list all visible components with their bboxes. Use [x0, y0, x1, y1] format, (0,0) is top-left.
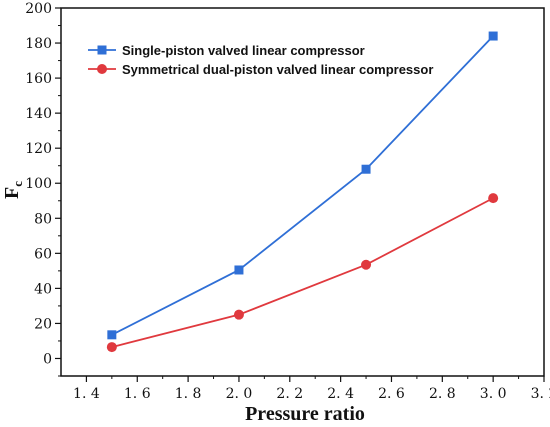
series-line	[111, 197, 494, 348]
data-point	[106, 342, 117, 353]
y-tick-label: 120	[25, 141, 52, 157]
x-tick-label: 1. 6	[124, 386, 151, 402]
y-tick-label: 40	[34, 281, 52, 297]
y-axis-title-main: F	[1, 187, 23, 199]
legend-swatch-marker	[97, 45, 107, 55]
series-line	[111, 35, 494, 336]
y-axis-title: Fc	[1, 181, 25, 199]
legend: Single-piston valved linear compressor Sy…	[88, 43, 433, 77]
data-point	[234, 265, 244, 275]
legend-label: Single-piston valved linear compressor	[122, 43, 365, 58]
legend-item-1: Single-piston valved linear compressor	[88, 43, 365, 58]
data-point	[488, 193, 499, 204]
x-tick-label: 2. 2	[276, 386, 303, 402]
y-axis-title-subscript: c	[10, 181, 25, 187]
x-tick-label: 2. 0	[226, 386, 253, 402]
y-tick-label: 80	[34, 211, 52, 227]
legend-label: Symmetrical dual-piston valved linear co…	[122, 62, 433, 77]
x-tick-label: 3. 2	[531, 386, 550, 402]
x-axis-title: Pressure ratio	[245, 403, 365, 425]
y-tick-label: 140	[25, 106, 52, 122]
y-tick-label: 160	[25, 71, 52, 87]
plot-frame	[60, 7, 545, 377]
y-tick-label: 60	[34, 246, 52, 262]
y-tick-label: 20	[34, 316, 52, 332]
plot-area	[60, 7, 545, 377]
series-layer	[106, 31, 499, 353]
legend-swatch-marker	[97, 64, 107, 74]
y-tick-label: 180	[25, 36, 52, 52]
series-1	[107, 31, 498, 340]
legend-item-2: Symmetrical dual-piston valved linear co…	[88, 62, 433, 77]
data-point	[361, 164, 371, 174]
y-tick-label: 0	[43, 351, 52, 367]
x-tick-label: 2. 8	[429, 386, 456, 402]
data-point	[107, 330, 117, 340]
x-tick-label: 3. 0	[480, 386, 507, 402]
x-tick-label: 2. 6	[378, 386, 405, 402]
x-tick-label: 2. 4	[327, 386, 354, 402]
y-tick-label: 100	[25, 176, 52, 192]
series-2	[106, 193, 499, 353]
x-tick-label: 1. 8	[175, 386, 202, 402]
y-axis-ticks: 0 20 40 60 80 100 120 140 160 180 200	[25, 1, 61, 377]
y-tick-label: 200	[25, 1, 52, 17]
x-tick-label: 1. 4	[73, 386, 100, 402]
data-point	[361, 259, 372, 270]
data-point	[233, 309, 244, 320]
data-point	[488, 31, 498, 41]
x-axis-ticks: 1. 4 1. 6 1. 8 2. 0 2. 2 2. 4 2. 6 2. 8 3. 0 3. 2	[73, 376, 550, 402]
